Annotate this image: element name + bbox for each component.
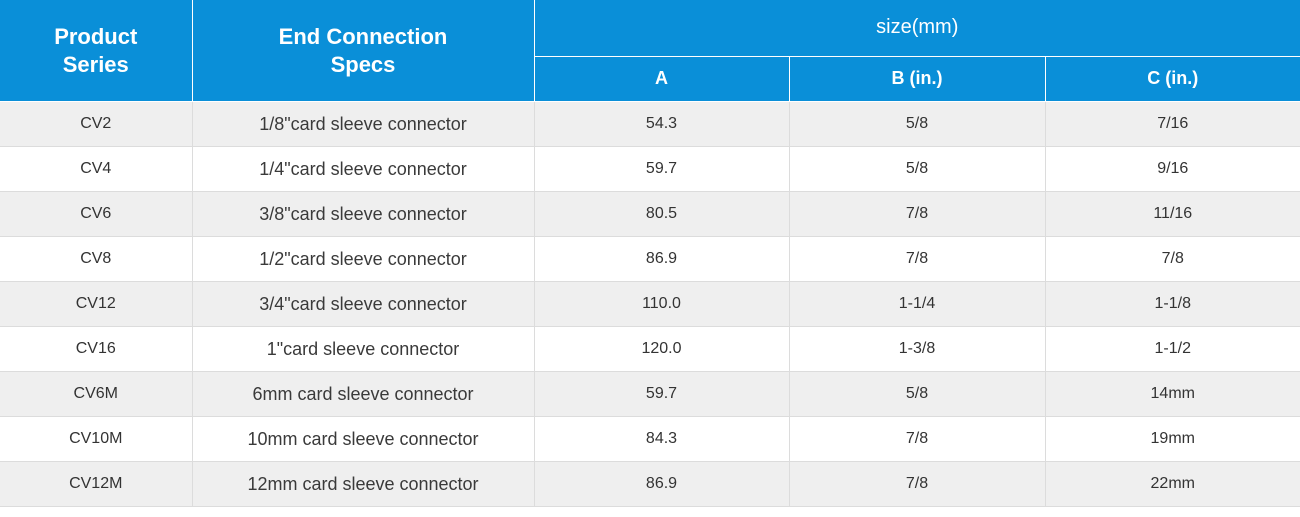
cell-product-series: CV2	[0, 101, 193, 147]
cell-size-a: 59.7	[534, 146, 790, 192]
cell-size-a: 54.3	[534, 101, 790, 147]
table-body: CV2 1/8"card sleeve connector 54.3 5/8 7/16 C…	[0, 101, 1300, 507]
cell-size-b: 5/8	[789, 371, 1046, 417]
cell-product-series: CV4	[0, 146, 193, 192]
header-product-series: Product Series	[0, 0, 193, 102]
cell-product-series: CV12	[0, 281, 193, 327]
header-col-a: A	[533, 56, 790, 103]
header-row-top: Product Series End Connection Specs size(m…	[0, 0, 1300, 102]
cell-size-b: 1-3/8	[789, 326, 1046, 372]
cell-end-connection-spec: 3/8"card sleeve connector	[192, 191, 535, 237]
cell-size-b: 7/8	[789, 236, 1046, 282]
table-header: Product Series End Connection Specs size(m…	[0, 0, 1300, 103]
cell-end-connection-spec: 1/2"card sleeve connector	[192, 236, 535, 282]
cell-size-a: 84.3	[534, 416, 790, 462]
cell-product-series: CV16	[0, 326, 193, 372]
header-end-connection-label: End Connection Specs	[278, 23, 448, 77]
table-row: CV2 1/8"card sleeve connector 54.3 5/8 7/16	[0, 101, 1300, 147]
cell-size-a: 120.0	[534, 326, 790, 372]
table-row: CV6M 6mm card sleeve connector 59.7 5/8 14mm	[0, 371, 1300, 417]
header-product-series-label: Product Series	[54, 23, 138, 77]
table-row: CV8 1/2"card sleeve connector 86.9 7/8 7/8	[0, 236, 1300, 282]
table-row: CV4 1/4"card sleeve connector 59.7 5/8 9/16	[0, 146, 1300, 192]
table-row: CV16 1"card sleeve connector 120.0 1-3/8 1-1…	[0, 326, 1300, 372]
cell-size-c: 11/16	[1045, 191, 1300, 237]
cell-size-c: 14mm	[1045, 371, 1300, 417]
cell-size-b: 7/8	[789, 461, 1046, 507]
cell-product-series: CV8	[0, 236, 193, 282]
cell-size-b: 7/8	[789, 191, 1046, 237]
header-end-connection-specs: End Connection Specs	[191, 0, 535, 102]
table-row: CV12M 12mm card sleeve connector 86.9 7/8 22…	[0, 461, 1300, 507]
cell-size-c: 1-1/8	[1045, 281, 1300, 327]
header-size-group: size(mm)	[533, 0, 1300, 57]
cell-end-connection-spec: 1/4"card sleeve connector	[192, 146, 535, 192]
cell-end-connection-spec: 6mm card sleeve connector	[192, 371, 535, 417]
cell-product-series: CV10M	[0, 416, 193, 462]
cell-product-series: CV12M	[0, 461, 193, 507]
cell-size-a: 80.5	[534, 191, 790, 237]
header-row-sub: A B (in.) C (in.)	[0, 56, 1300, 103]
cell-size-b: 5/8	[789, 101, 1046, 147]
cell-end-connection-spec: 1"card sleeve connector	[192, 326, 535, 372]
header-col-b: B (in.)	[788, 56, 1046, 103]
header-col-c: C (in.)	[1044, 56, 1300, 103]
cell-size-c: 7/8	[1045, 236, 1300, 282]
cell-product-series: CV6	[0, 191, 193, 237]
table-row: CV12 3/4"card sleeve connector 110.0 1-1/4 1…	[0, 281, 1300, 327]
cell-size-b: 1-1/4	[789, 281, 1046, 327]
cell-end-connection-spec: 1/8"card sleeve connector	[192, 101, 535, 147]
cell-size-a: 86.9	[534, 461, 790, 507]
cell-size-a: 59.7	[534, 371, 790, 417]
table-row: CV6 3/8"card sleeve connector 80.5 7/8 11/16	[0, 191, 1300, 237]
cell-size-a: 86.9	[534, 236, 790, 282]
cell-end-connection-spec: 12mm card sleeve connector	[192, 461, 535, 507]
cell-end-connection-spec: 10mm card sleeve connector	[192, 416, 535, 462]
cell-size-b: 7/8	[789, 416, 1046, 462]
cell-product-series: CV6M	[0, 371, 193, 417]
cell-size-a: 110.0	[534, 281, 790, 327]
cell-size-c: 9/16	[1045, 146, 1300, 192]
cell-size-c: 1-1/2	[1045, 326, 1300, 372]
cell-size-c: 22mm	[1045, 461, 1300, 507]
cell-size-b: 5/8	[789, 146, 1046, 192]
cell-end-connection-spec: 3/4"card sleeve connector	[192, 281, 535, 327]
cell-size-c: 19mm	[1045, 416, 1300, 462]
table-row: CV10M 10mm card sleeve connector 84.3 7/8 19…	[0, 416, 1300, 462]
cell-size-c: 7/16	[1045, 101, 1300, 147]
